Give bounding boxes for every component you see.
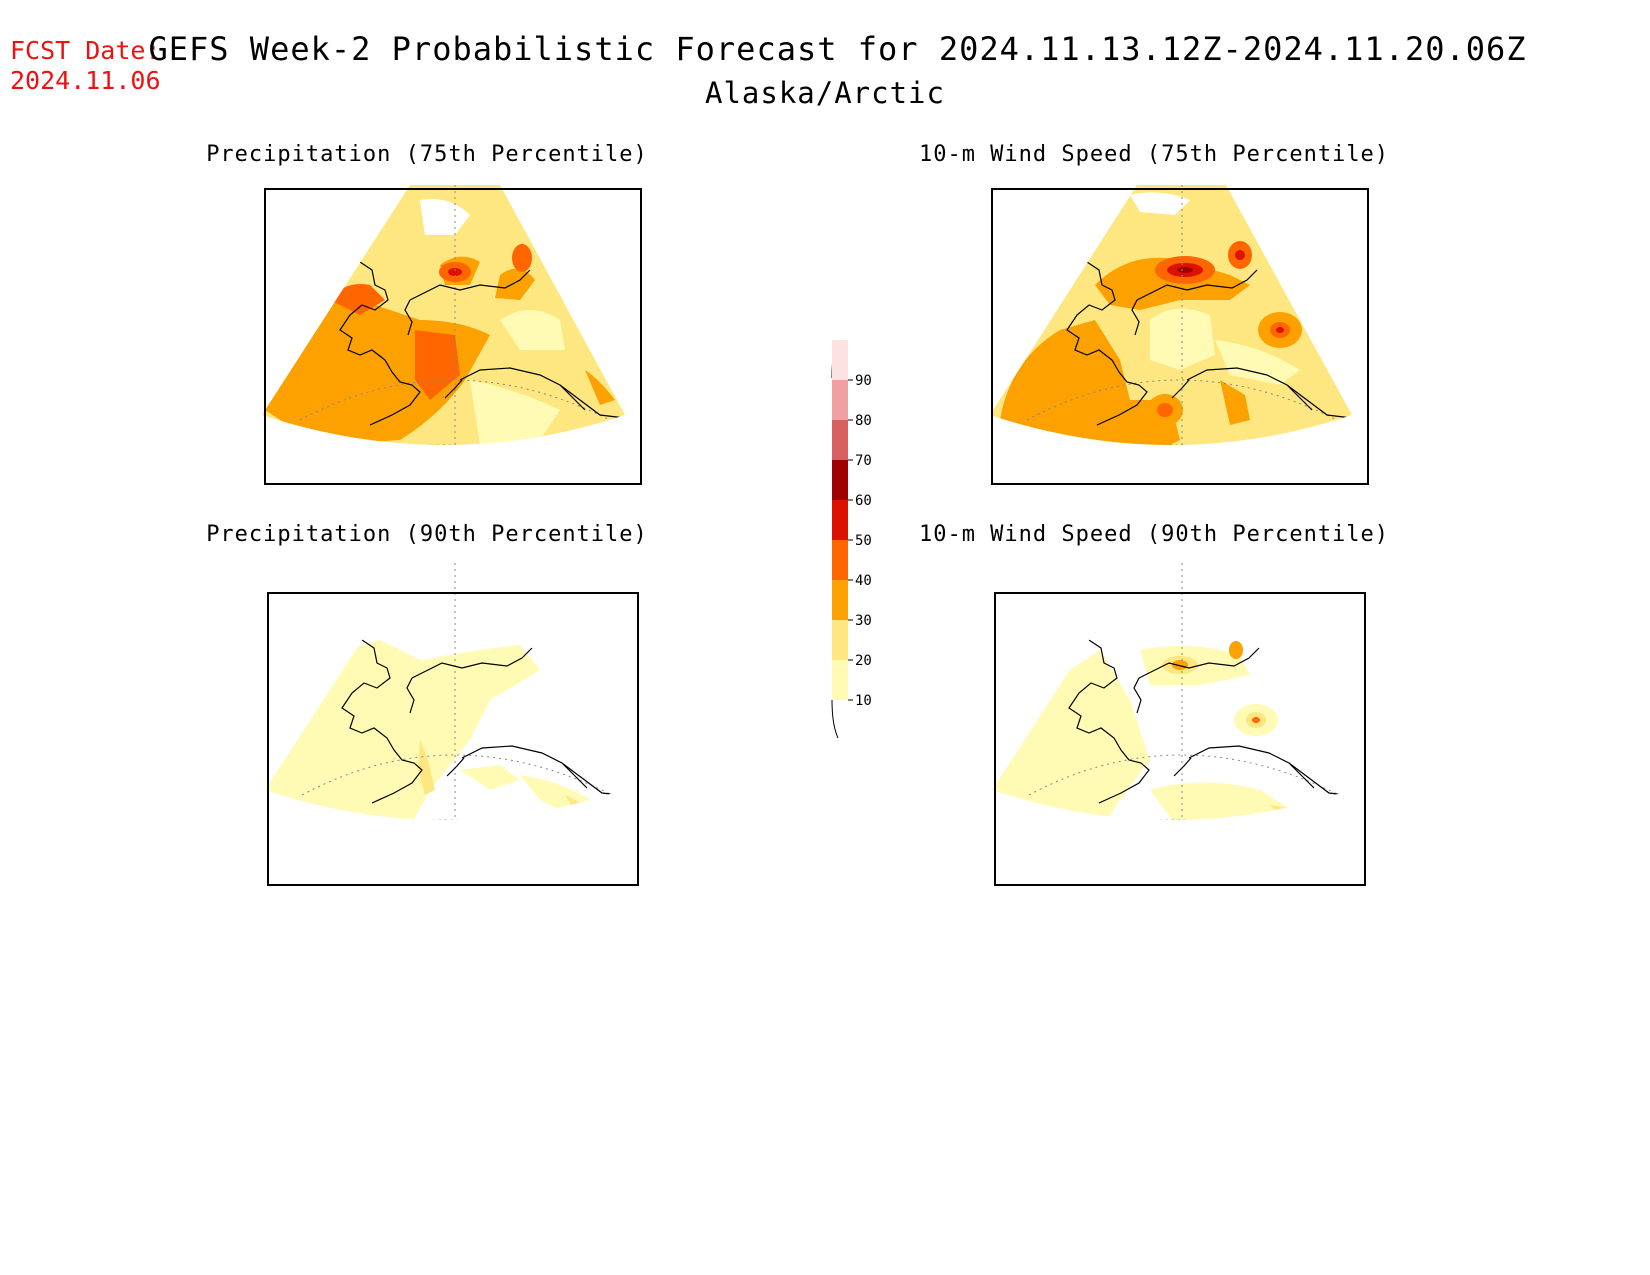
precip75-fill	[262, 185, 625, 445]
coastline-wind90	[1068, 639, 1350, 804]
panel-title-wind90: 10-m Wind Speed (90th Percentile)	[918, 522, 1390, 547]
page-title: GEFS Week-2 Probabilistic Forecast for 2…	[148, 30, 1527, 68]
coastline-wind75	[1066, 261, 1352, 426]
colorbar-swatch	[832, 380, 848, 420]
colorbar-tick-label: 80	[855, 413, 872, 429]
map-frame-wind90	[994, 592, 1366, 886]
colorbar-swatch	[832, 580, 848, 620]
colorbar-tick-label: 30	[855, 613, 872, 629]
coastline-precip90	[341, 639, 622, 804]
colorbar-tick-label: 40	[855, 573, 872, 589]
forecast-date-block: FCST Date: 2024.11.06	[10, 36, 161, 96]
precip90-fill	[265, 640, 620, 820]
colorbar-tick-label: 70	[855, 453, 872, 469]
map-frame-precip90	[267, 592, 639, 886]
wind75-fill	[990, 185, 1352, 445]
colorbar-swatch	[832, 540, 848, 580]
colorbar-tick-label: 50	[855, 533, 872, 549]
forecast-date-value: 2024.11.06	[10, 66, 161, 95]
colorbar-swatch	[832, 460, 848, 500]
region-subtitle: Alaska/Arctic	[705, 76, 945, 110]
forecast-date-label: FCST Date:	[10, 36, 161, 65]
colorbar-swatch	[832, 660, 848, 700]
coastline-precip75	[339, 261, 625, 426]
colorbar-tick-label: 90	[855, 373, 872, 389]
colorbar-tick-label: 60	[855, 493, 872, 509]
map-wind90	[992, 563, 1366, 886]
map-frame-wind75	[991, 188, 1369, 485]
colorbar-swatch	[832, 340, 848, 380]
wind90-fill	[992, 641, 1300, 820]
map-precip90	[265, 563, 639, 886]
panel-title-precip75: Precipitation (75th Percentile)	[206, 142, 648, 167]
colorbar-swatch	[832, 620, 848, 660]
map-wind75	[990, 185, 1369, 485]
colorbar-tick-label: 10	[855, 693, 872, 709]
colorbar-swatch	[832, 500, 848, 540]
colorbar-tick-label: 20	[855, 653, 872, 669]
panel-title-wind75: 10-m Wind Speed (75th Percentile)	[918, 142, 1390, 167]
colorbar-swatch	[832, 420, 848, 460]
map-precip75	[262, 185, 642, 485]
colorbar: 10 20 30 40 50 60 70 80 90	[831, 339, 872, 739]
map-frame-precip75	[264, 188, 642, 485]
panel-title-precip90: Precipitation (90th Percentile)	[206, 522, 648, 547]
